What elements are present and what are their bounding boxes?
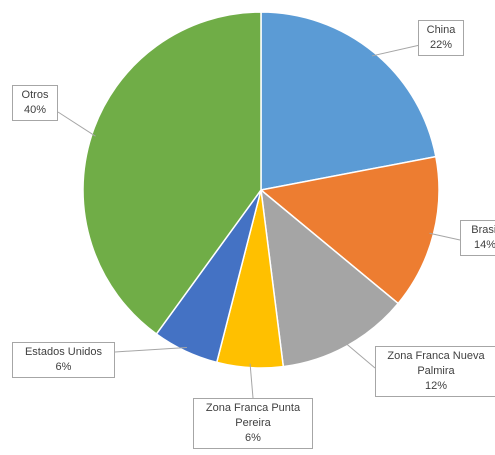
leader-line: [429, 232, 461, 241]
category-label: Estados Unidos: [24, 346, 103, 358]
value-label: 14%: [473, 239, 495, 251]
category-label: Zona Franca Nueva Palmira: [387, 350, 485, 377]
value-label: 40%: [23, 104, 47, 116]
data-label: Zona Franca Nueva Palmira 12%: [375, 346, 495, 397]
value-label: 12%: [424, 380, 448, 392]
data-label: Brasil 14%: [460, 220, 495, 256]
leader-line: [249, 363, 254, 399]
value-label: 6%: [55, 361, 72, 373]
pie-slice: [260, 11, 437, 191]
category-label: Zona Franca Punta Pereira: [205, 402, 301, 429]
data-label: Zona Franca Punta Pereira 6%: [193, 398, 313, 449]
category-label: Otros: [21, 89, 49, 101]
pie-slice: [82, 11, 262, 336]
category-label: China: [426, 24, 456, 36]
leader-line: [344, 342, 376, 369]
value-label: 22%: [429, 39, 453, 51]
data-label: Otros 40%: [12, 85, 58, 121]
leader-line: [114, 346, 187, 353]
leader-line: [371, 44, 421, 57]
value-label: 6%: [245, 432, 261, 444]
data-label: Estados Unidos 6%: [12, 342, 115, 378]
category-label: Brasil: [471, 224, 495, 236]
leader-line: [57, 111, 96, 137]
pie-slice: [260, 188, 400, 368]
data-label: China 22%: [418, 20, 464, 56]
